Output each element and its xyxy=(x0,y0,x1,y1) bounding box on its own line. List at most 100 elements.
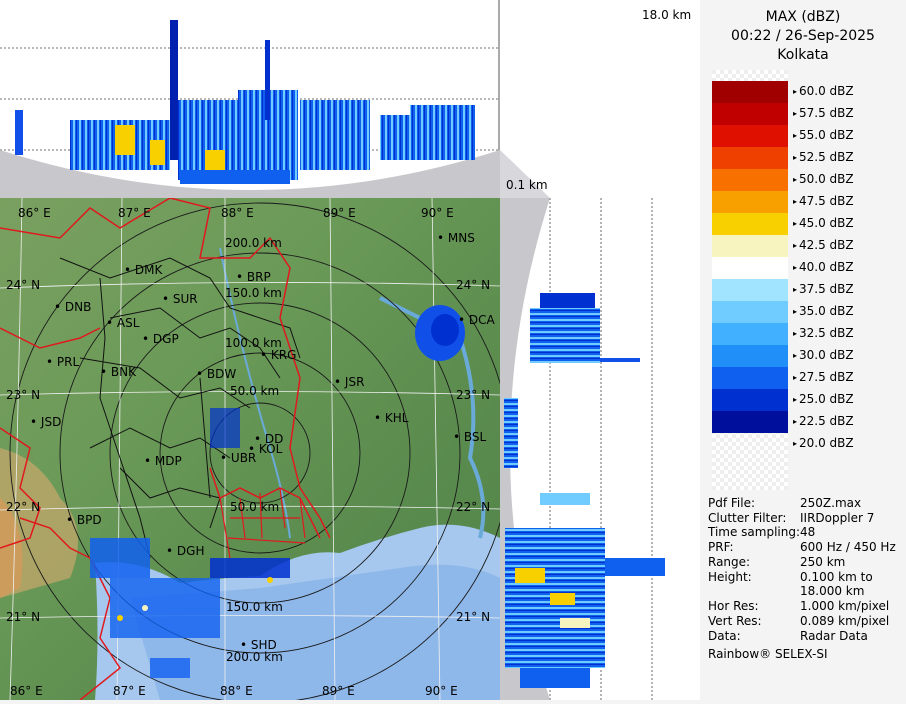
lat-left-22: 22° N xyxy=(6,500,41,514)
legend-swatch xyxy=(712,125,788,147)
height-bottom-label: 0.1 km xyxy=(506,178,548,192)
station-title: Kolkata xyxy=(777,47,829,63)
meta-key: Hor Res: xyxy=(708,599,759,613)
lat-right-22: 22° N xyxy=(456,500,491,514)
lat-right-21: 21° N xyxy=(456,610,491,624)
legend-label: 50.0 dBZ xyxy=(793,173,854,187)
meta-value: 0.089 km/pixel xyxy=(800,614,890,628)
legend-label: 55.0 dBZ xyxy=(793,129,854,143)
place-krg: • KRG xyxy=(260,348,297,362)
metadata-table: Pdf File: 250Z.max Clutter Filter: IIRDoppl… xyxy=(700,496,906,666)
meta-value: Radar Data xyxy=(800,629,868,643)
lon-bottom-86: 86° E xyxy=(10,684,43,698)
meta-key: Clutter Filter: xyxy=(708,510,787,525)
place-asl: • ASL xyxy=(106,316,140,330)
legend-label: 40.0 dBZ xyxy=(793,261,854,275)
ring-label-200-south: 200.0 km xyxy=(226,650,283,664)
legend-label: 47.5 dBZ xyxy=(793,195,854,209)
lon-bottom-87: 87° E xyxy=(113,684,146,698)
ring-label-150-north: 150.0 km xyxy=(225,286,282,300)
place-dgp: • DGP xyxy=(142,332,179,346)
sundarbans-delta xyxy=(219,487,306,559)
meta-value: 48 xyxy=(800,525,816,539)
place-shd: • SHD xyxy=(240,638,277,652)
legend-label: 32.5 dBZ xyxy=(793,327,854,341)
echo-coastal xyxy=(90,408,290,678)
ring-label-200-north: 200.0 km xyxy=(225,236,282,250)
legend-swatch xyxy=(712,191,788,213)
meta-key: Pdf File: xyxy=(708,496,756,510)
meta-value: 18.000 km xyxy=(800,584,865,598)
datetime-title: 00:22 / 26-Sep-2025 xyxy=(731,28,875,44)
lat-left-21: 21° N xyxy=(6,610,41,624)
lon-bottom-88: 88° E xyxy=(220,684,253,698)
side-profile-plot xyxy=(500,198,665,700)
place-dnb: • DNB xyxy=(54,300,92,314)
lat-left-23: 23° N xyxy=(6,388,41,402)
meta-key: Time sampling: xyxy=(708,525,801,539)
legend-label: 22.5 dBZ xyxy=(793,415,854,429)
legend-label: 20.0 dBZ xyxy=(793,437,854,451)
legend-label: 35.0 dBZ xyxy=(793,305,854,319)
radar-map[interactable]: 86° E 87° E 88° E 89° E 90° E 86° E 87° … xyxy=(0,198,500,700)
legend-swatch xyxy=(712,213,788,235)
legend-swatch xyxy=(712,389,788,411)
legend-swatch xyxy=(712,103,788,125)
place-bnk: • BNK xyxy=(100,365,136,379)
meta-value: 600 Hz / 450 Hz xyxy=(800,540,896,554)
legend-swatch xyxy=(712,81,788,103)
legend-swatch xyxy=(712,323,788,345)
place-jsr: • JSR xyxy=(334,375,365,389)
lon-top-90: 90° E xyxy=(421,206,454,220)
product-title: MAX (dBZ) xyxy=(765,9,841,25)
legend-label: 37.5 dBZ xyxy=(793,283,854,297)
legend-label: 60.0 dBZ xyxy=(793,85,854,99)
place-sur: • SUR xyxy=(162,292,198,306)
legend-color-bar xyxy=(712,70,788,490)
top-profile-plot xyxy=(0,0,500,198)
place-khl: • KHL xyxy=(374,411,409,425)
place-bpd: • BPD xyxy=(66,513,102,527)
lon-top-89: 89° E xyxy=(323,206,356,220)
lon-bottom-90: 90° E xyxy=(425,684,458,698)
place-bsl: • BSL xyxy=(453,430,487,444)
meta-key: Data: xyxy=(708,629,741,643)
place-mdp: • MDP xyxy=(144,454,182,468)
place-dgh: • DGH xyxy=(166,544,205,558)
place-brp: • BRP xyxy=(236,270,271,284)
corner-panel: 18.0 km 0.1 km xyxy=(500,0,700,198)
lon-top-87: 87° E xyxy=(118,206,151,220)
place-prl: • PRL xyxy=(46,355,80,369)
meta-key: Vert Res: xyxy=(708,614,762,628)
footer-credit: Rainbow® SELEX-SI xyxy=(708,647,828,661)
lon-bottom-89: 89° E xyxy=(322,684,355,698)
meta-value: 0.100 km to xyxy=(800,570,873,584)
place-dca: • DCA xyxy=(458,313,495,327)
legend-label: 42.5 dBZ xyxy=(793,239,854,253)
top-height-profile xyxy=(0,0,500,198)
radar-map-canvas[interactable] xyxy=(0,198,500,700)
meta-value: 250 km xyxy=(800,555,846,569)
meta-key: Height: xyxy=(708,570,752,584)
meta-value: 1.000 km/pixel xyxy=(800,599,890,613)
legend-swatch xyxy=(712,411,788,433)
height-top-label: 18.0 km xyxy=(642,8,692,22)
legend-label: 57.5 dBZ xyxy=(793,107,854,121)
lat-right-23: 23° N xyxy=(456,388,491,402)
legend-swatch xyxy=(712,169,788,191)
meta-value: IIRDoppler 7 xyxy=(800,510,875,525)
ring-label-50-north: 50.0 km xyxy=(230,384,280,398)
side-height-profile xyxy=(500,198,700,700)
ring-label-100-north: 100.0 km xyxy=(225,336,282,350)
legend-swatch xyxy=(712,301,788,323)
ring-label-150-south: 150.0 km xyxy=(226,600,283,614)
legend-label: 52.5 dBZ xyxy=(793,151,854,165)
lon-top-88: 88° E xyxy=(221,206,254,220)
meta-value: 250Z.max xyxy=(800,496,862,510)
place-ubr: • UBR xyxy=(220,451,257,465)
legend-swatch xyxy=(712,279,788,301)
dbz-legend: 60.0 dBZ 57.5 dBZ 55.0 dBZ 52.5 dBZ 50.0 dBZ… xyxy=(700,70,906,490)
place-dd: • DD xyxy=(254,432,284,446)
legend-swatch xyxy=(712,147,788,169)
info-panel: MAX (dBZ) 00:22 / 26-Sep-2025 Kolkata 60… xyxy=(700,0,906,700)
